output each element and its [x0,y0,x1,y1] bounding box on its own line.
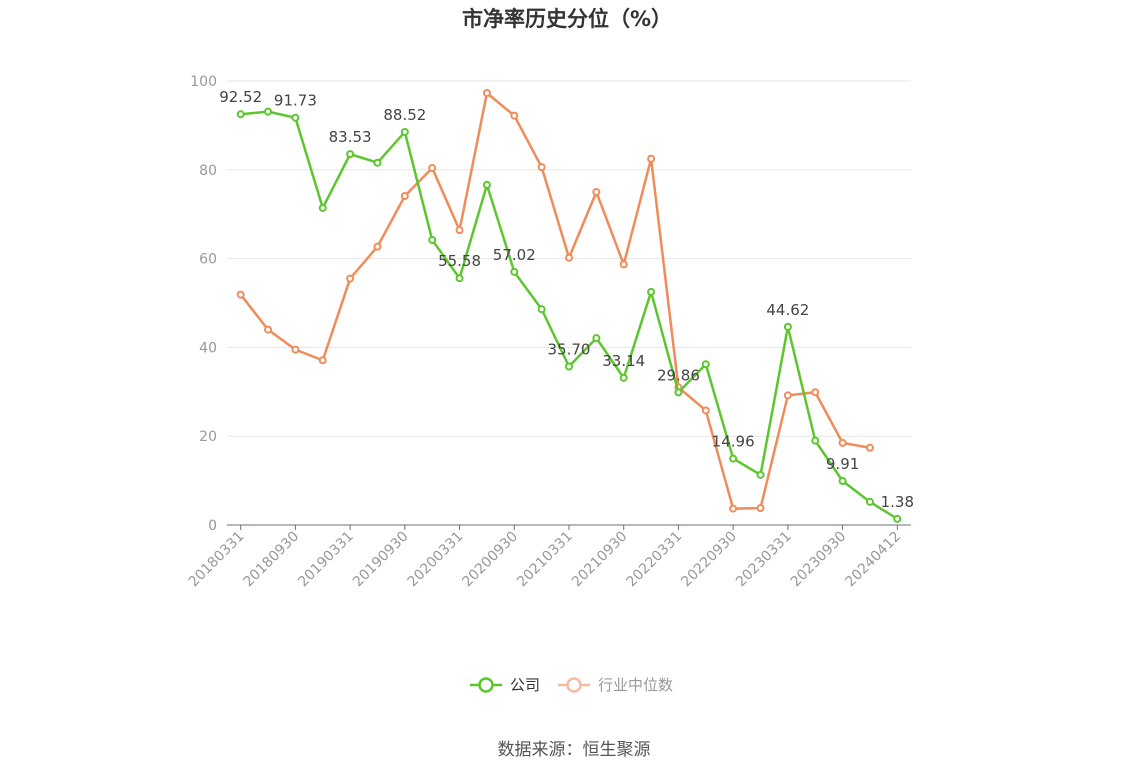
data-point[interactable] [565,362,573,371]
data-point[interactable] [537,305,546,314]
y-tick-label: 20 [199,429,217,445]
data-point[interactable] [537,163,546,172]
x-tick-label: 20190930 [350,529,412,591]
data-point[interactable] [428,235,437,244]
series-lines [236,88,902,523]
data-point[interactable] [510,267,519,276]
data-point[interactable] [318,203,327,212]
data-point[interactable] [400,127,409,136]
y-tick-label: 60 [199,252,217,268]
data-point[interactable] [346,150,355,159]
data-point[interactable] [729,454,738,463]
data-label: 83.53 [329,128,372,146]
x-tick-label: 20240412 [842,529,904,591]
data-label: 14.96 [712,433,755,451]
data-point[interactable] [865,443,874,452]
data-point[interactable] [264,325,273,334]
data-point[interactable] [701,360,710,369]
data-label: 88.52 [383,106,426,124]
y-tick-label: 40 [199,340,217,356]
data-label: 55.58 [438,252,481,270]
legend[interactable]: 公司 行业中位数 [470,676,673,694]
legend-item-industry-median[interactable]: 行业中位数 [558,676,673,694]
data-label: 44.62 [766,301,809,319]
x-tick-label: 20200930 [459,529,521,591]
data-point[interactable] [428,164,437,173]
data-point[interactable] [592,188,601,196]
data-point[interactable] [592,334,601,343]
y-tick-label: 80 [199,163,217,179]
x-tick-label: 20220930 [678,529,740,591]
data-label: 9.91 [826,455,859,473]
data-point[interactable] [647,287,656,296]
data-point[interactable] [674,388,683,397]
data-point[interactable] [264,107,273,116]
data-point[interactable] [455,274,464,283]
y-axis: 0 20 40 60 80 100 [190,74,217,534]
data-point[interactable] [783,322,792,331]
data-point[interactable] [373,158,382,167]
data-source: 数据来源：恒生聚源 [498,740,651,760]
x-tick-label: 20200331 [405,529,467,591]
x-tick-label: 20180331 [186,529,248,591]
data-label: 1.38 [881,493,914,511]
data-point[interactable] [619,260,628,269]
data-label: 29.86 [657,366,700,384]
data-point[interactable] [236,290,245,299]
data-point[interactable] [318,356,327,365]
data-point[interactable] [893,514,902,523]
x-tick-label: 20220331 [624,529,686,591]
data-point[interactable] [291,345,300,354]
data-point[interactable] [865,497,874,506]
data-point[interactable] [400,191,409,200]
x-axis: 2018033120180930201903312019093020200331… [186,524,911,591]
data-point[interactable] [455,226,464,235]
data-point[interactable] [236,110,245,119]
data-label: 35.70 [548,340,591,358]
chart-title: 市净率历史分位（%） [462,7,672,31]
data-point[interactable] [619,373,628,382]
data-labels: 92.52 91.73 83.53 88.52 55.58 57.02 35.70 33.14… [219,88,914,511]
legend-item-company[interactable]: 公司 [470,676,540,694]
x-tick-label: 20230331 [733,529,795,591]
x-tick-label: 20230930 [788,529,850,591]
data-point[interactable] [291,113,300,122]
x-tick-label: 20190331 [295,529,357,591]
data-label: 33.14 [602,352,645,370]
data-point[interactable] [756,470,765,479]
data-point[interactable] [811,388,820,397]
x-tick-label: 20180930 [241,529,303,591]
data-point[interactable] [729,504,738,513]
legend-label-industry-median: 行业中位数 [598,676,673,694]
legend-label-company: 公司 [510,676,540,694]
data-point[interactable] [482,180,491,189]
data-point[interactable] [838,438,847,447]
data-label: 57.02 [493,246,536,264]
data-point[interactable] [346,274,355,283]
data-point[interactable] [510,111,519,120]
data-label: 91.73 [274,92,317,110]
data-label: 92.52 [219,88,262,106]
data-point[interactable] [647,154,656,163]
data-point[interactable] [783,391,792,400]
series-0 [236,107,902,523]
y-tick-label: 0 [208,518,217,534]
data-point[interactable] [838,476,847,485]
data-point[interactable] [811,436,820,445]
y-tick-label: 100 [190,74,217,90]
data-point[interactable] [482,88,491,97]
series-1 [236,88,874,513]
x-tick-label: 20210331 [514,529,576,591]
data-point[interactable] [701,406,710,415]
x-tick-label: 20210930 [569,529,631,591]
data-point[interactable] [373,242,382,251]
data-point[interactable] [756,504,765,513]
data-point[interactable] [565,253,573,262]
series-line [239,91,871,510]
